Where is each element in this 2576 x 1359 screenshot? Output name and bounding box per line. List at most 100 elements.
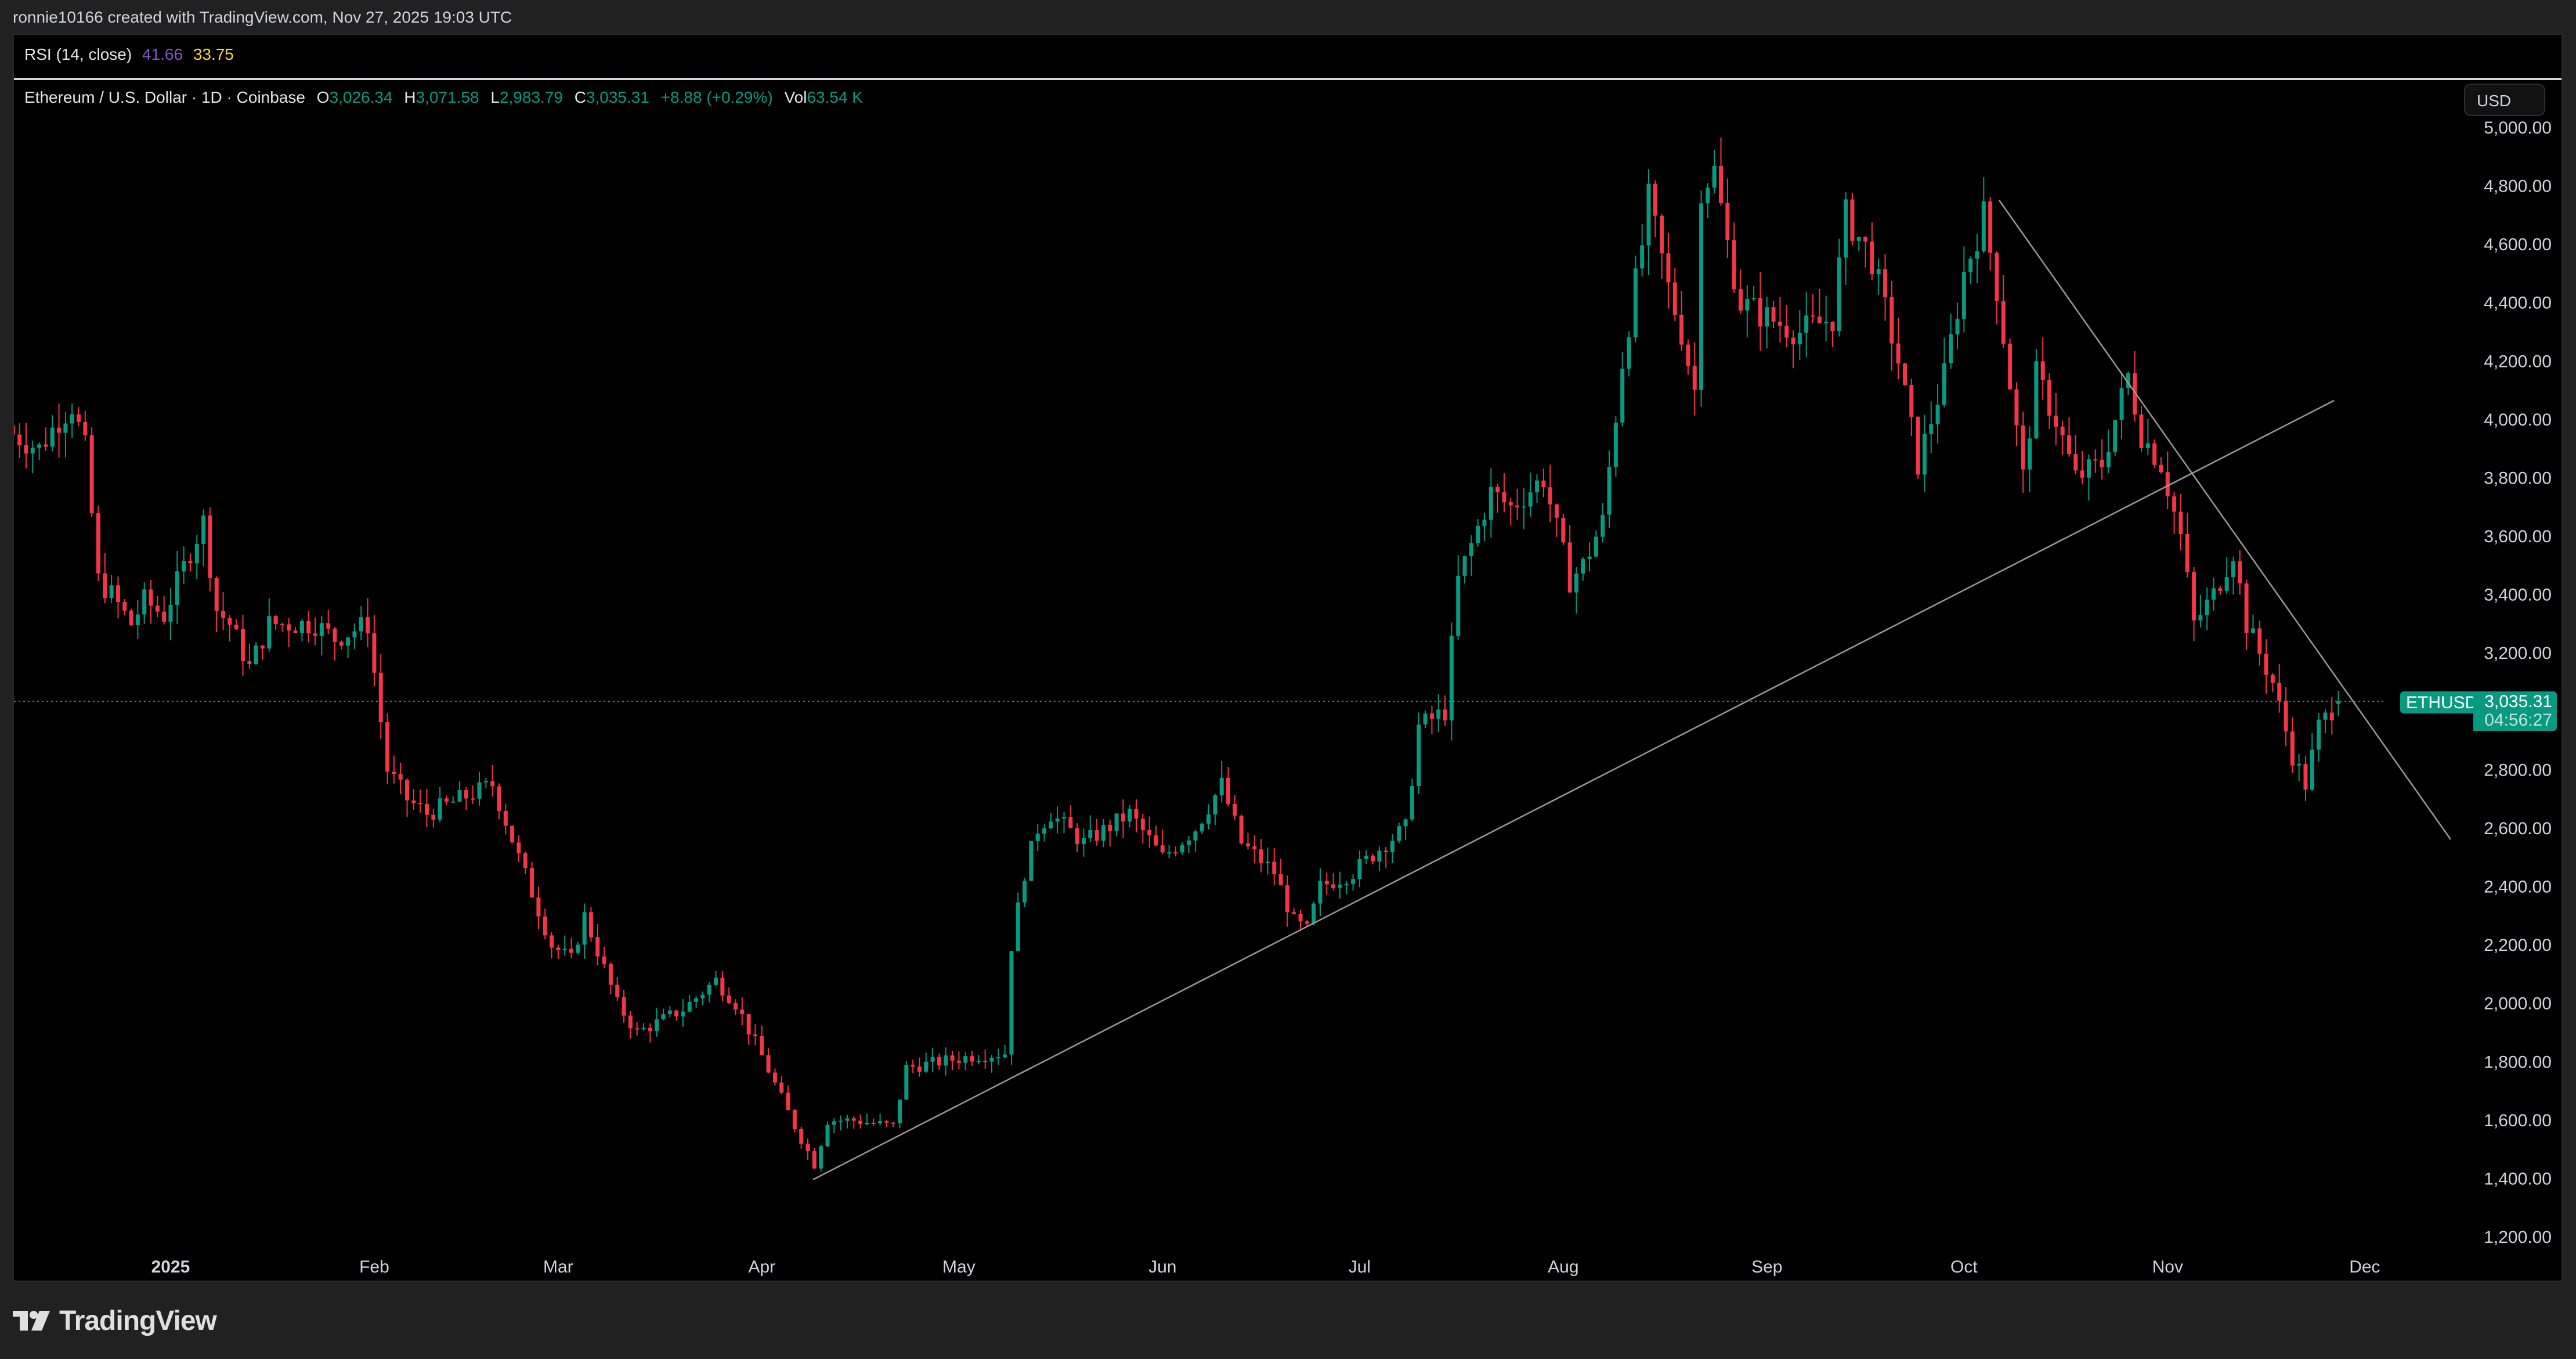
candle <box>608 964 613 985</box>
candle <box>2014 389 2019 426</box>
candle <box>1968 258 1973 272</box>
high-label: H <box>404 88 416 106</box>
candle <box>734 1003 738 1010</box>
candle <box>1397 826 1401 841</box>
rsi-ma-value: 33.75 <box>193 45 234 63</box>
candle <box>135 614 140 625</box>
candle <box>227 618 232 625</box>
ascending-trendline[interactable] <box>812 399 2335 1181</box>
candle <box>2224 577 2229 591</box>
candle <box>674 1010 679 1016</box>
candle <box>2250 628 2255 633</box>
candle <box>2054 415 2058 427</box>
candle <box>129 610 133 625</box>
candle <box>1016 902 1020 951</box>
candle <box>1101 824 1105 841</box>
candle <box>37 444 42 448</box>
candle <box>1567 542 1572 593</box>
descending-trendline[interactable] <box>1998 200 2452 840</box>
candle <box>1160 845 1165 853</box>
candle <box>1429 713 1434 719</box>
candle <box>1522 506 1526 508</box>
candle <box>858 1120 863 1124</box>
candle <box>287 624 291 631</box>
candle <box>398 774 403 780</box>
candle <box>956 1061 961 1063</box>
price-axis-label: 4,000.00 <box>2484 410 2552 430</box>
candle <box>83 421 88 435</box>
candle <box>483 781 488 783</box>
candle <box>510 826 515 843</box>
price-chart[interactable]: 1,200.00 1,400.00 1,600.00 1,800.00 2,000.00… <box>14 35 2561 1281</box>
candle <box>2047 380 2052 416</box>
candle <box>523 853 528 868</box>
candle <box>372 633 377 673</box>
candle <box>1528 492 1533 507</box>
candle <box>1423 713 1428 725</box>
candle <box>2152 443 2157 465</box>
candle <box>411 800 416 803</box>
candle <box>1613 422 1618 467</box>
candle <box>326 623 331 629</box>
candle <box>1515 505 1520 507</box>
candle <box>1285 885 1289 913</box>
candle <box>865 1123 869 1124</box>
volume-label: Vol <box>784 88 807 106</box>
candle <box>543 916 547 936</box>
candle <box>1272 861 1277 874</box>
candle <box>1824 322 1829 323</box>
candle <box>1856 237 1861 241</box>
candle <box>779 1082 784 1093</box>
candle <box>24 445 28 454</box>
open-label: O <box>316 88 330 106</box>
candle <box>622 997 626 1016</box>
candle <box>2008 344 2013 390</box>
candle <box>1587 556 1592 560</box>
candle <box>1942 363 1946 405</box>
candle <box>2165 472 2170 497</box>
candle <box>96 513 100 574</box>
candle <box>1765 307 1769 327</box>
candle <box>122 602 127 611</box>
candle <box>1305 921 1309 924</box>
candle <box>2264 654 2268 675</box>
candle <box>2040 361 2045 380</box>
candle <box>1187 840 1191 845</box>
candle <box>2100 459 2104 467</box>
candle <box>727 995 731 1003</box>
chart-frame[interactable]: RSI (14, close) 41.66 33.75 1,200.00 1,40… <box>13 34 2563 1282</box>
low-label: L <box>490 88 500 106</box>
price-axis-label: 1,400.00 <box>2484 1169 2552 1188</box>
price-axis-label: 2,600.00 <box>2484 819 2552 838</box>
candle <box>1883 269 1888 297</box>
candle <box>1574 574 1578 593</box>
candle <box>911 1065 915 1067</box>
candle <box>648 1028 652 1032</box>
candle <box>17 434 22 446</box>
time-axis[interactable]: 2025 Feb Mar Apr May Jun Jul Aug Sep Oct Nov Dec <box>151 1257 2380 1277</box>
candle <box>1417 724 1421 787</box>
candle <box>944 1055 948 1066</box>
candle <box>1666 253 1671 283</box>
time-axis-label: Oct <box>1950 1257 1978 1277</box>
time-axis-label: 2025 <box>151 1257 190 1277</box>
last-price-tag: 3,035.31 04:56:27 <box>2473 691 2557 731</box>
candle <box>431 814 436 820</box>
rsi-pane[interactable]: RSI (14, close) 41.66 33.75 <box>14 35 2561 78</box>
pane-separator[interactable] <box>14 78 2561 80</box>
candle <box>1876 269 1881 275</box>
candle <box>655 1019 659 1032</box>
price-axis[interactable]: 1,200.00 1,400.00 1,600.00 1,800.00 2,000.00… <box>2484 118 2552 1247</box>
candle <box>359 617 363 632</box>
candle <box>707 985 711 995</box>
candle <box>1535 480 1540 493</box>
tradingview-logo[interactable]: TradingView <box>13 1305 217 1337</box>
candle <box>1180 845 1184 853</box>
candle <box>983 1061 988 1062</box>
currency-button[interactable]: USD <box>2464 84 2545 116</box>
candle <box>1239 816 1244 843</box>
close-value: 3,035.31 <box>586 88 649 106</box>
candle <box>306 621 311 634</box>
candle <box>1594 536 1598 557</box>
candle <box>2139 414 2144 448</box>
